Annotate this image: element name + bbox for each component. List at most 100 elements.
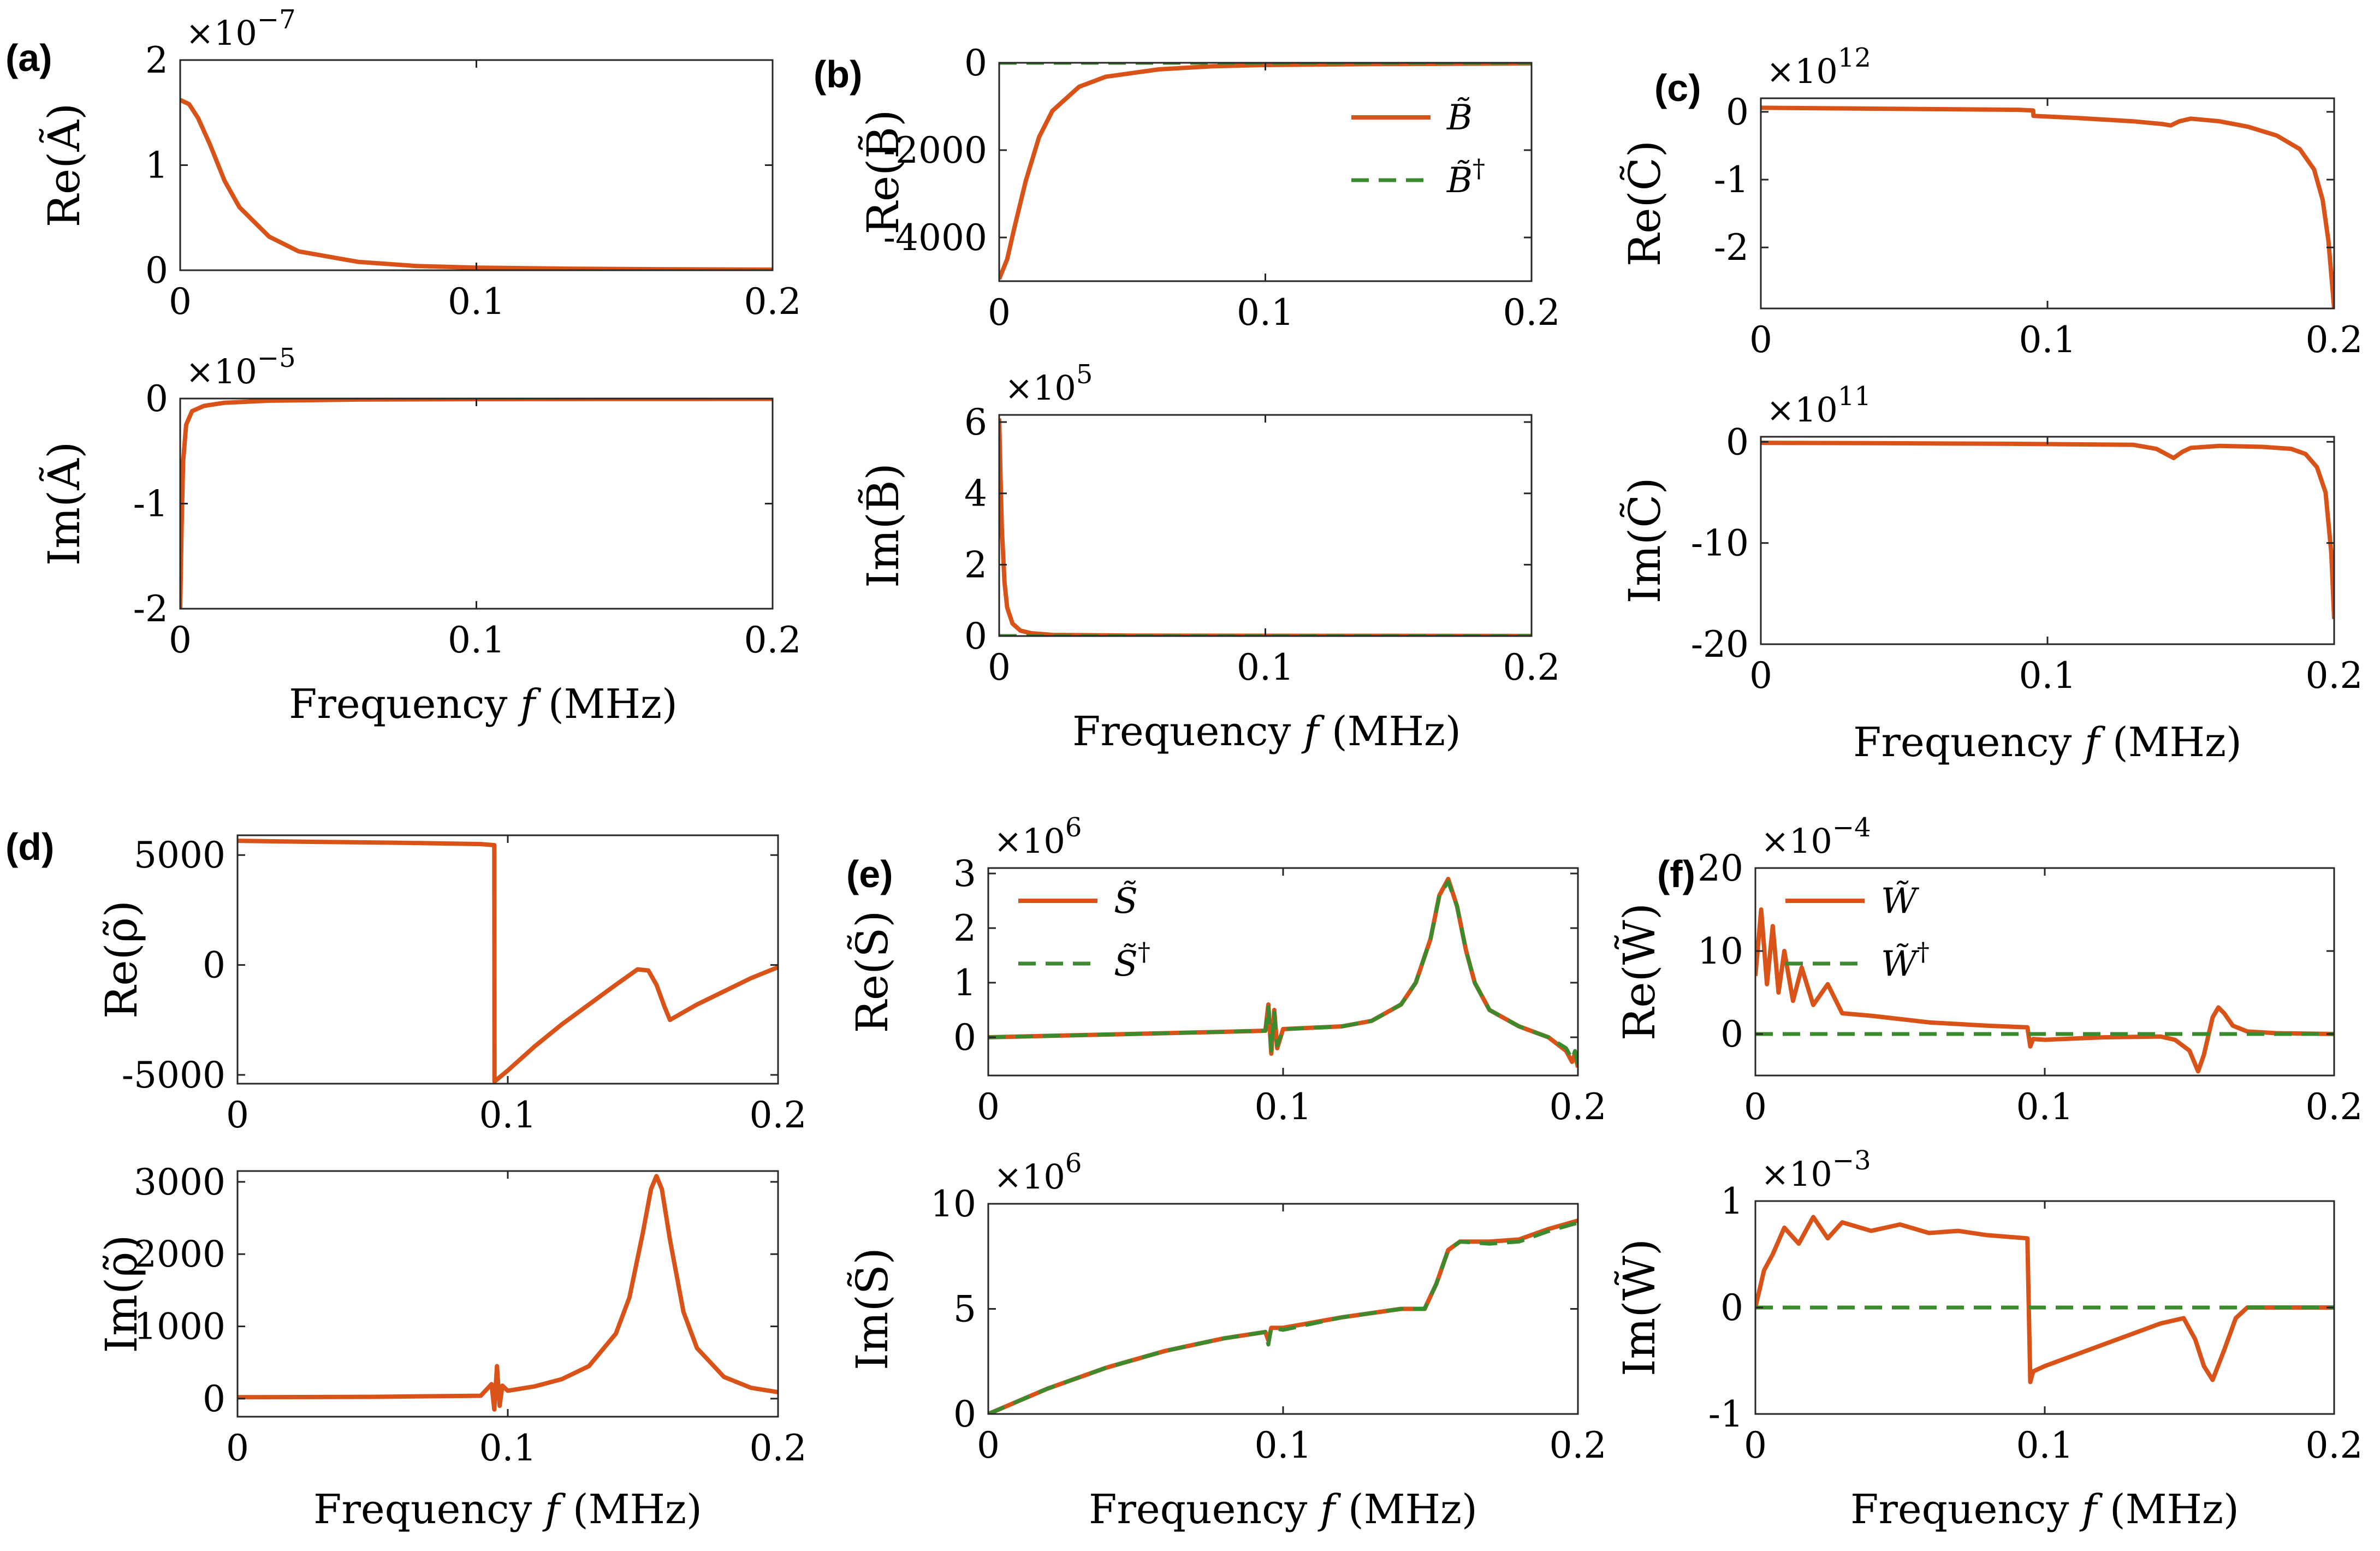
series-line-main xyxy=(238,1174,778,1412)
panel-label: (a) xyxy=(5,37,52,79)
y-tick-label: 1000 xyxy=(134,1306,225,1348)
x-axis-label-unit: (MHz) xyxy=(1319,708,1461,755)
chart-e2: 0 0.1 0.2 0 5 10 Im(S̃) ×106 xyxy=(846,1148,1606,1466)
x-tick-label: 0 xyxy=(988,292,1011,334)
axis-multiplier: ×10−4 xyxy=(1761,812,1871,861)
y-tick-label: -1 xyxy=(133,483,168,525)
x-tick-label: 0.1 xyxy=(2019,655,2076,697)
y-tick-label: 0 xyxy=(1720,1013,1743,1055)
y-axis-label: Im(S̃) xyxy=(846,1247,898,1370)
chart-c2: 0 0.1 0.2 -20 -10 0 Im(C̃) ×1011 xyxy=(1619,381,2363,697)
legend-entry: B̃ xyxy=(1446,97,1473,138)
x-tick-label: 0.2 xyxy=(2306,1424,2363,1466)
x-tick-label: 0 xyxy=(977,1086,1000,1128)
x-tick-label: 0.2 xyxy=(750,1427,807,1469)
x-axis-label: Frequency f (MHz) xyxy=(1853,719,2242,766)
x-tick-label: 0 xyxy=(1744,1424,1767,1466)
multiplier-base: ×10 xyxy=(1766,390,1838,430)
y-tick-label: -2000 xyxy=(883,129,987,171)
x-tick-label: 0 xyxy=(169,281,192,323)
x-tick-label: 0 xyxy=(1749,655,1772,697)
legend-entry-superscript: † xyxy=(1473,153,1485,183)
y-tick-label: 20 xyxy=(1698,847,1743,889)
x-tick-label: 0.1 xyxy=(448,281,505,323)
y-tick-label: 4 xyxy=(964,473,987,515)
series-line-main xyxy=(1761,441,2334,619)
y-tick-label: 5 xyxy=(953,1288,976,1330)
y-axis-label: Im(W̃) xyxy=(1613,1239,1665,1376)
x-tick-label: 0.2 xyxy=(744,619,802,661)
x-tick-label: 0.1 xyxy=(1255,1086,1312,1128)
axis-multiplier: ×10−5 xyxy=(186,343,296,391)
x-tick-label: 0.2 xyxy=(1503,646,1560,688)
y-tick-label: 0 xyxy=(145,249,168,292)
x-tick-label: 0.1 xyxy=(1255,1424,1312,1466)
series-line-main xyxy=(1755,907,2334,1074)
multiplier-exponent: −4 xyxy=(1832,812,1871,843)
y-tick-label: 2 xyxy=(964,544,987,586)
panel-label: (b) xyxy=(814,53,862,96)
y-tick-label: 0 xyxy=(953,1393,976,1435)
x-tick-label: 0 xyxy=(977,1424,1000,1466)
multiplier-base: ×10 xyxy=(994,1157,1065,1197)
multiplier-exponent: 6 xyxy=(1065,1148,1082,1179)
legend-entry-text: B̃ xyxy=(1446,160,1473,201)
x-tick-label: 0.1 xyxy=(479,1094,537,1136)
series-line-main xyxy=(238,839,778,1084)
y-axis-label: Re(Ã) xyxy=(39,103,90,228)
multiplier-exponent: 5 xyxy=(1076,359,1093,390)
x-tick-label: 0.1 xyxy=(479,1427,537,1469)
panel-label: (c) xyxy=(1654,67,1701,109)
y-axis-label: Im(B̃) xyxy=(857,463,909,588)
x-axis-label: Frequency f (MHz) xyxy=(1850,1486,2239,1533)
x-tick-label: 0.2 xyxy=(750,1094,807,1136)
y-tick-label: 1 xyxy=(145,145,168,187)
axis-multiplier: ×1011 xyxy=(1766,381,1871,430)
x-axis-label: Frequency f (MHz) xyxy=(289,681,678,728)
x-tick-label: 0.2 xyxy=(2306,655,2363,697)
y-axis-label: Re(W̃) xyxy=(1613,903,1665,1041)
axis-multiplier: ×105 xyxy=(1005,359,1093,408)
multiplier-base: ×10 xyxy=(1005,368,1076,408)
axes-box xyxy=(1760,97,2335,310)
x-tick-label: 0.2 xyxy=(1503,292,1560,334)
y-tick-label: 1 xyxy=(953,962,976,1004)
legend-entry: W̃ xyxy=(1881,881,1920,922)
legend-entry: S̃ xyxy=(1114,881,1138,922)
legend-entry: W̃† xyxy=(1881,937,1930,984)
axis-multiplier: ×106 xyxy=(994,1148,1082,1197)
y-tick-label: -2 xyxy=(1714,227,1749,269)
legend-entry-text: S̃ xyxy=(1114,881,1138,922)
x-tick-label: 0.1 xyxy=(2019,319,2076,361)
series-line-main xyxy=(988,1218,1578,1414)
axis-multiplier: ×1012 xyxy=(1766,43,1871,91)
series-line-main xyxy=(180,399,773,609)
series-line-main xyxy=(988,877,1578,1068)
x-axis-label-unit: (MHz) xyxy=(2099,719,2242,766)
axis-multiplier: ×10−7 xyxy=(186,4,296,53)
y-tick-label: 5000 xyxy=(134,834,225,876)
y-axis-label: Re(ρ̃) xyxy=(96,900,147,1019)
x-tick-label: 0 xyxy=(1749,319,1772,361)
x-tick-label: 0 xyxy=(226,1427,249,1469)
multiplier-base: ×10 xyxy=(994,821,1065,861)
chart-b2: 0 0.1 0.2 0 2 4 6 Im(B̃) ×105 xyxy=(857,359,1560,688)
y-tick-label: -20 xyxy=(1691,623,1749,665)
x-tick-label: 0 xyxy=(169,619,192,661)
axis-multiplier: ×10−3 xyxy=(1761,1145,1871,1194)
y-tick-label: 10 xyxy=(1698,930,1743,972)
axes-box xyxy=(236,1170,779,1418)
x-tick-label: 0.2 xyxy=(1550,1086,1607,1128)
x-tick-label: 0.1 xyxy=(2016,1086,2074,1128)
y-tick-label: 2000 xyxy=(134,1233,225,1275)
y-tick-label: 3 xyxy=(953,853,976,895)
legend-entry-text: B̃ xyxy=(1446,97,1473,138)
y-tick-label: 6 xyxy=(964,401,987,443)
y-tick-label: -1 xyxy=(1708,1393,1743,1435)
x-axis-label: Frequency f (MHz) xyxy=(1089,1486,1477,1533)
x-axis-label-unit: (MHz) xyxy=(2097,1486,2239,1533)
y-tick-label: 0 xyxy=(964,615,987,657)
series-line-main xyxy=(180,98,773,270)
